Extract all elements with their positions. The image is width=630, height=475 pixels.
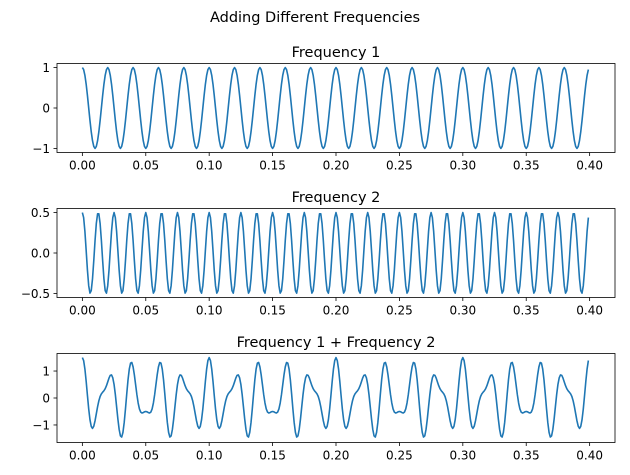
subplot-2-xtick-label: 0.25 bbox=[386, 304, 413, 318]
subplot-2-xtick-label: 0.05 bbox=[132, 304, 159, 318]
subplot-2-xtick-label: 0.40 bbox=[576, 304, 603, 318]
subplot-2-ytick-label: −0.5 bbox=[21, 287, 50, 301]
subplot-1-frame bbox=[56, 63, 616, 153]
subplot-1-ytick-label: 1 bbox=[42, 61, 50, 75]
subplot-2-frame bbox=[56, 208, 616, 298]
subplot-2-ytick-label: 0.0 bbox=[31, 247, 50, 261]
subplot-1-ytick-label: −1 bbox=[32, 142, 50, 156]
subplot-3-frame bbox=[56, 353, 616, 443]
figure-suptitle: Adding Different Frequencies bbox=[210, 10, 420, 26]
subplot-3-xtick-label: 0.35 bbox=[513, 449, 540, 463]
subplot-1-title: Frequency 1 bbox=[292, 45, 381, 61]
subplot-2-xtick-label: 0.00 bbox=[69, 304, 96, 318]
subplot-1-ytick-label: 0 bbox=[42, 102, 50, 116]
subplot-2-ytick-label: 0.5 bbox=[31, 206, 50, 220]
subplot-3-series-line bbox=[81, 356, 590, 438]
subplot-1-xtick-label: 0.00 bbox=[69, 159, 96, 173]
subplot-3-xtick-label: 0.30 bbox=[449, 449, 476, 463]
subplot-1-xtick-label: 0.10 bbox=[196, 159, 223, 173]
subplot-3-xtick-label: 0.25 bbox=[386, 449, 413, 463]
subplot-3-xticks: 0.00 0.05 0.10 0.15 0.20 0.25 0.30 0.35 0.40 bbox=[69, 442, 603, 463]
subplot-1-xtick-label: 0.20 bbox=[323, 159, 350, 173]
subplot-1-series-line bbox=[81, 66, 590, 150]
subplot-3-title: Frequency 1 + Frequency 2 bbox=[237, 335, 436, 351]
subplot-3-ytick-label: 0 bbox=[42, 392, 50, 406]
subplot-1-xtick-label: 0.40 bbox=[576, 159, 603, 173]
subplot-3-xtick-label: 0.00 bbox=[69, 449, 96, 463]
subplot-2-yticks: −0.5 0.0 0.5 bbox=[21, 206, 57, 301]
subplot-3-ytick-label: 1 bbox=[42, 365, 50, 379]
subplot-1-xtick-label: 0.05 bbox=[132, 159, 159, 173]
subplot-3-xtick-label: 0.10 bbox=[196, 449, 223, 463]
subplot-1-xtick-label: 0.15 bbox=[259, 159, 286, 173]
subplot-1-yticks: −1 0 1 bbox=[32, 61, 57, 156]
subplot-3-ytick-label: −1 bbox=[32, 418, 50, 432]
subplot-1-xtick-label: 0.30 bbox=[449, 159, 476, 173]
subplot-3-xtick-label: 0.05 bbox=[132, 449, 159, 463]
subplot-1-xtick-label: 0.35 bbox=[513, 159, 540, 173]
subplot-1-xticks: 0.00 0.05 0.10 0.15 0.20 0.25 0.30 0.35 0.40 bbox=[69, 152, 603, 173]
subplot-1-xtick-label: 0.25 bbox=[386, 159, 413, 173]
subplot-2-xtick-label: 0.20 bbox=[323, 304, 350, 318]
subplot-2-xtick-label: 0.10 bbox=[196, 304, 223, 318]
subplot-2-xtick-label: 0.30 bbox=[449, 304, 476, 318]
subplot-2-xticks: 0.00 0.05 0.10 0.15 0.20 0.25 0.30 0.35 0.40 bbox=[69, 297, 603, 318]
subplot-2-series-line bbox=[81, 211, 590, 294]
subplot-3: Frequency 1 + Frequency 2 0.00 0.05 0.10 0.… bbox=[32, 335, 616, 463]
subplot-2-title: Frequency 2 bbox=[292, 190, 381, 206]
subplot-1: Frequency 1 0.00 0.05 0.10 0.15 0.20 0.25 0.30… bbox=[32, 45, 616, 173]
subplot-2-xtick-label: 0.35 bbox=[513, 304, 540, 318]
subplot-3-xtick-label: 0.40 bbox=[576, 449, 603, 463]
subplot-2: Frequency 2 0.00 0.05 0.10 0.15 0.20 0.25 0.30… bbox=[21, 190, 616, 318]
subplot-3-xtick-label: 0.15 bbox=[259, 449, 286, 463]
subplot-2-xtick-label: 0.15 bbox=[259, 304, 286, 318]
subplot-3-xtick-label: 0.20 bbox=[323, 449, 350, 463]
subplot-3-yticks: −1 0 1 bbox=[32, 365, 57, 432]
